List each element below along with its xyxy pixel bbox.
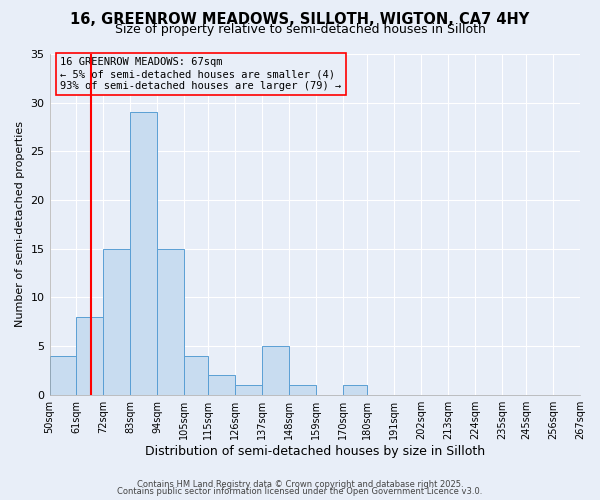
Bar bbox=[262, 346, 289, 395]
Y-axis label: Number of semi-detached properties: Number of semi-detached properties bbox=[15, 122, 25, 328]
Text: Contains HM Land Registry data © Crown copyright and database right 2025.: Contains HM Land Registry data © Crown c… bbox=[137, 480, 463, 489]
Bar bbox=[208, 375, 235, 394]
Bar bbox=[103, 248, 130, 394]
Bar bbox=[50, 356, 76, 395]
Bar bbox=[235, 385, 262, 394]
X-axis label: Distribution of semi-detached houses by size in Silloth: Distribution of semi-detached houses by … bbox=[145, 444, 485, 458]
Bar bbox=[184, 356, 208, 395]
Bar bbox=[289, 385, 316, 394]
Bar bbox=[76, 317, 103, 394]
Text: Size of property relative to semi-detached houses in Silloth: Size of property relative to semi-detach… bbox=[115, 22, 485, 36]
Bar bbox=[343, 385, 367, 394]
Text: Contains public sector information licensed under the Open Government Licence v3: Contains public sector information licen… bbox=[118, 487, 482, 496]
Text: 16 GREENROW MEADOWS: 67sqm
← 5% of semi-detached houses are smaller (4)
93% of s: 16 GREENROW MEADOWS: 67sqm ← 5% of semi-… bbox=[60, 58, 341, 90]
Bar bbox=[157, 248, 184, 394]
Bar bbox=[130, 112, 157, 394]
Text: 16, GREENROW MEADOWS, SILLOTH, WIGTON, CA7 4HY: 16, GREENROW MEADOWS, SILLOTH, WIGTON, C… bbox=[70, 12, 530, 28]
